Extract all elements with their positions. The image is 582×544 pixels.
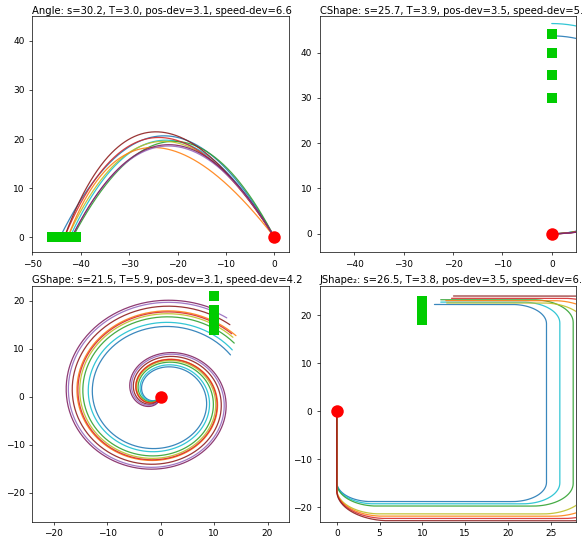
Text: Angle: s=30.2, T=3.0, pos-dev=3.1, speed-dev=6.6: Angle: s=30.2, T=3.0, pos-dev=3.1, speed… — [32, 5, 292, 16]
Text: JShape₂: s=26.5, T=3.8, pos-dev=3.5, speed-dev=6.7: JShape₂: s=26.5, T=3.8, pos-dev=3.5, spe… — [320, 275, 582, 286]
Text: CShape: s=25.7, T=3.9, pos-dev=3.5, speed-dev=5.6: CShape: s=25.7, T=3.9, pos-dev=3.5, spee… — [320, 5, 582, 16]
Text: GShape: s=21.5, T=5.9, pos-dev=3.1, speed-dev=4.2: GShape: s=21.5, T=5.9, pos-dev=3.1, spee… — [32, 275, 303, 286]
